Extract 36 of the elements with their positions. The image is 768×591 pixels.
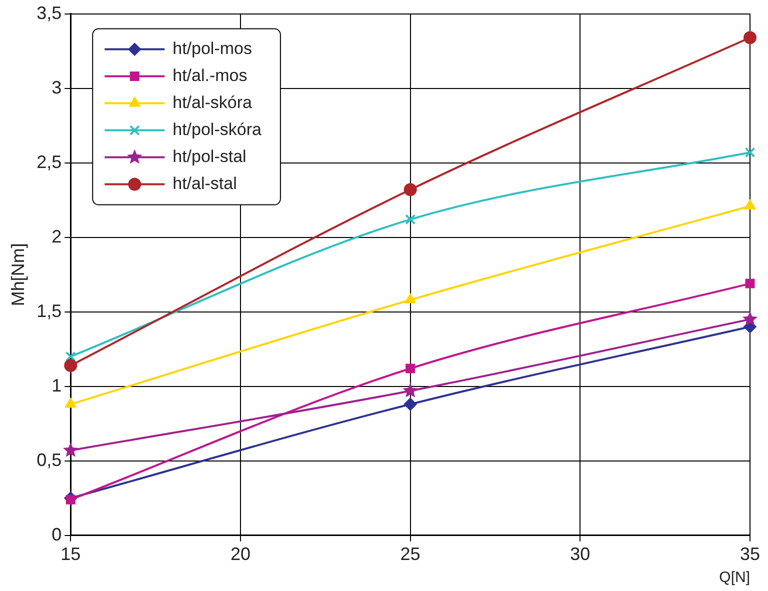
legend-label: ht/al-skóra xyxy=(172,92,253,112)
point xyxy=(744,31,756,44)
point xyxy=(404,183,417,196)
point xyxy=(64,398,76,408)
y-axis-title: Mh[Nm] xyxy=(8,243,28,306)
x-tick-label: 25 xyxy=(400,544,420,564)
point xyxy=(402,382,418,398)
x-tick-label: 30 xyxy=(570,544,590,564)
point xyxy=(65,351,76,362)
y-tick-label: 1 xyxy=(52,375,62,396)
point xyxy=(64,359,78,372)
legend-label: ht/pol-mos xyxy=(172,38,252,58)
y-tick-label: 0 xyxy=(52,524,62,544)
legend-label: ht/pol-stal xyxy=(172,146,246,166)
point xyxy=(406,364,416,374)
point xyxy=(744,200,756,210)
x-tick-label: 20 xyxy=(230,544,250,564)
point xyxy=(744,147,756,158)
legend-label: ht/al.-mos xyxy=(172,66,248,85)
x-tick-label: 35 xyxy=(740,544,760,564)
y-tick-label: 2 xyxy=(52,226,62,246)
point xyxy=(404,293,416,304)
point xyxy=(404,398,417,411)
y-tick-label: 3 xyxy=(52,77,62,98)
x-tick-label: 15 xyxy=(60,544,81,564)
point xyxy=(745,278,755,288)
point xyxy=(742,311,758,326)
y-tick-label: 3,5 xyxy=(36,2,62,23)
legend-label: ht/al-stal xyxy=(172,174,237,193)
y-tick-label: 0,5 xyxy=(36,450,62,470)
point xyxy=(405,214,416,225)
y-tick-label: 2,5 xyxy=(36,152,62,172)
y-tick-label: 1,5 xyxy=(36,300,62,321)
legend-label: ht/pol-skóra xyxy=(172,120,262,139)
point xyxy=(63,442,78,457)
x-axis-title: Q[N] xyxy=(719,569,750,586)
